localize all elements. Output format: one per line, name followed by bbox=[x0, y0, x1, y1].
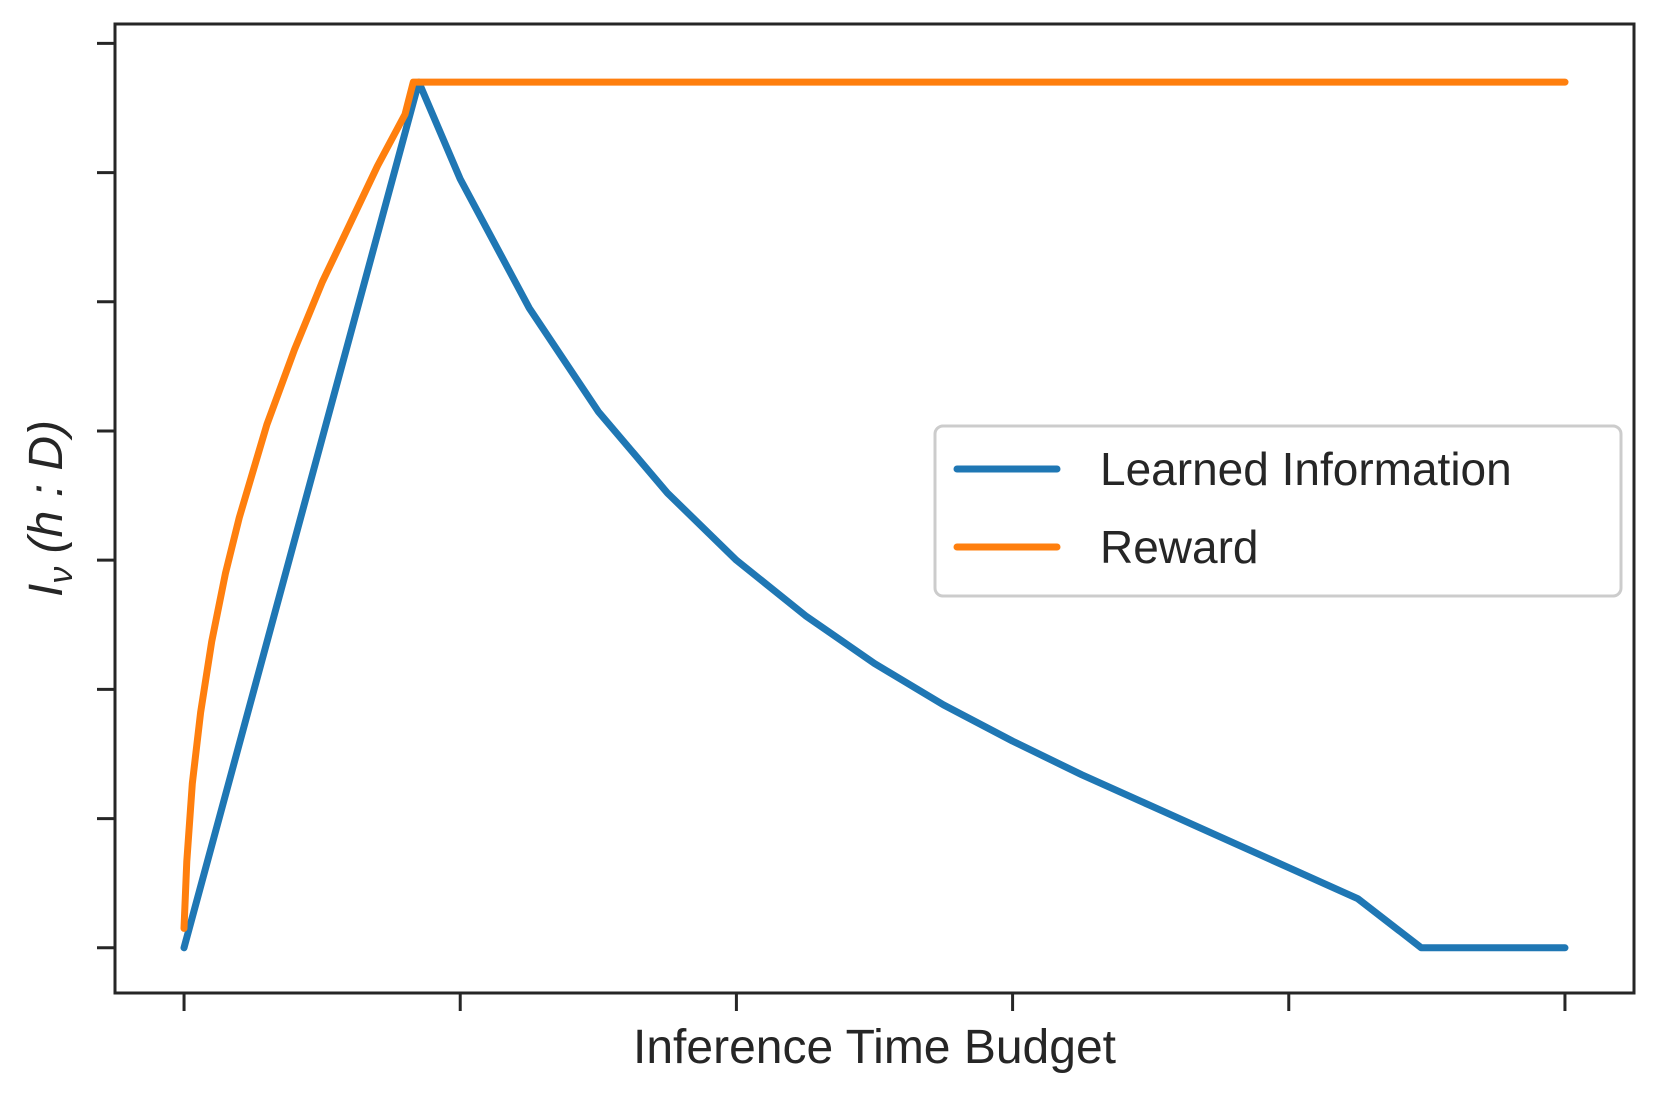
series-layer bbox=[180, 78, 1569, 952]
y-axis-label: Iν (h : D) bbox=[20, 420, 80, 597]
y-axis-ticks bbox=[97, 41, 115, 950]
y-axis-label-rest: (h : D) bbox=[20, 420, 73, 567]
legend-label-0: Learned Information bbox=[1100, 443, 1512, 495]
axes-frame bbox=[113, 22, 1636, 995]
y-axis-label-main: I bbox=[20, 584, 73, 597]
x-axis-label: Inference Time Budget bbox=[633, 1021, 1116, 1074]
series-line-learned-information bbox=[180, 78, 1569, 952]
y-axis-label-sub: ν bbox=[42, 567, 80, 584]
legend-label-1: Reward bbox=[1100, 521, 1259, 573]
series-line-reward bbox=[180, 78, 1569, 932]
x-axis-ticks bbox=[182, 993, 1567, 1011]
legend-box bbox=[933, 424, 1623, 598]
legend: Learned Information Reward bbox=[933, 424, 1623, 598]
